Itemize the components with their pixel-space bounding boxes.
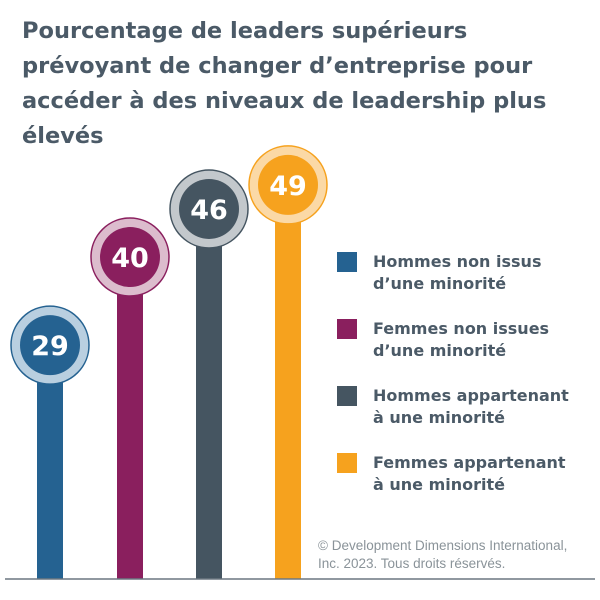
data-label-2: 40 bbox=[111, 243, 149, 274]
bar-3 bbox=[196, 208, 222, 579]
data-label-3: 46 bbox=[190, 195, 228, 226]
legend-label-3: Hommes appartenant à une minorité bbox=[373, 386, 569, 427]
chart-title: Pourcentage de leaders supérieurs prévoy… bbox=[22, 18, 547, 149]
legend-item-1: Hommes non issus d’une minorité bbox=[337, 252, 592, 319]
bar-1-disc bbox=[20, 315, 80, 376]
legend-label-4: Femmes appartenant à une minorité bbox=[373, 453, 566, 494]
legend-item-3: Hommes appartenant à une minorité bbox=[337, 386, 592, 453]
legend-swatch-3 bbox=[337, 386, 357, 406]
bar-3-disc bbox=[179, 178, 239, 239]
legend-item-4: Femmes appartenant à une minorité bbox=[337, 453, 592, 520]
legend-item-2: Femmes non issues d’une minorité bbox=[337, 319, 592, 386]
bar-2-disc bbox=[100, 227, 160, 287]
data-label-4: 49 bbox=[269, 171, 307, 202]
legend-swatch-2 bbox=[337, 319, 357, 339]
bars-group: 29 40 46 49 bbox=[10, 145, 328, 579]
data-label-1: 29 bbox=[31, 331, 69, 362]
legend: Hommes non issus d’une minorité Femmes no… bbox=[337, 252, 592, 520]
bar-2 bbox=[117, 257, 143, 579]
legend-label-2: Femmes non issues d’une minorité bbox=[373, 319, 550, 360]
legend-swatch-4 bbox=[337, 453, 357, 473]
copyright-notice: © Development Dimensions International, … bbox=[318, 538, 568, 571]
bar-4 bbox=[275, 184, 301, 579]
bar-4-disc bbox=[258, 154, 318, 215]
legend-swatch-1 bbox=[337, 252, 357, 272]
legend-label-1: Hommes non issus d’une minorité bbox=[373, 252, 542, 293]
